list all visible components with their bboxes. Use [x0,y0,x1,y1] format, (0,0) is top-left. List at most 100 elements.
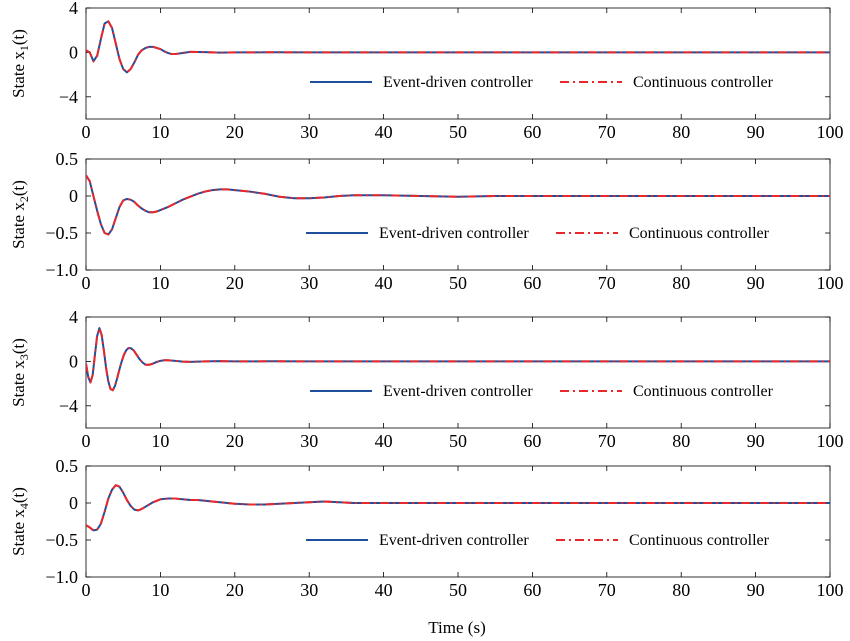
y-axis-label-subscript: 2 [17,196,31,202]
y-tick-label: 0 [69,42,78,62]
x-tick-label: 0 [82,273,91,293]
legend-label-continuous: Continuous controller [629,225,770,242]
y-axis-label-text: State x [9,202,28,249]
y-axis-label: State x2(t) [9,180,31,249]
x-tick-label: 60 [523,122,541,142]
x-axis-label: Time (s) [428,618,485,637]
x-tick-label: 80 [672,122,690,142]
y-axis-label-suffix: (t) [9,338,28,354]
x-tick-label: 50 [449,273,467,293]
legend-label-continuous: Continuous controller [629,532,770,549]
y-axis-label: State x1(t) [9,29,31,98]
x-tick-label: 90 [747,580,765,600]
y-axis-label-suffix: (t) [9,487,28,503]
x-tick-label: 70 [598,273,616,293]
x-tick-label: 10 [151,431,169,451]
x-tick-label: 60 [523,431,541,451]
y-axis-label-subscript: 3 [17,354,31,360]
x-tick-label: 40 [375,122,393,142]
series-line-event-driven [86,20,830,74]
x-tick-label: 0 [82,122,91,142]
x-tick-label: 10 [151,273,169,293]
y-tick-label: −0.5 [45,223,78,243]
legend-label-event-driven: Event-driven controller [383,383,533,400]
x-tick-label: 60 [523,273,541,293]
series-line-event-driven [86,484,830,532]
y-tick-label: 4 [69,0,78,18]
x-tick-label: 100 [817,431,844,451]
x-tick-label: 20 [226,273,244,293]
x-tick-label: 20 [226,580,244,600]
x-tick-label: 80 [672,580,690,600]
y-axis-label-subscript: 1 [17,45,31,51]
y-tick-label: −1.0 [45,260,78,280]
x-tick-label: 80 [672,273,690,293]
y-axis-label-text: State x [9,509,28,556]
series-line-continuous [86,327,830,392]
y-tick-label: −4 [59,87,78,107]
x-tick-label: 30 [300,431,318,451]
x-tick-label: 30 [300,580,318,600]
y-tick-label: 0.5 [56,149,79,169]
x-tick-label: 70 [598,580,616,600]
x-tick-label: 0 [82,431,91,451]
x-tick-label: 0 [82,580,91,600]
x-tick-label: 40 [375,273,393,293]
legend-label-event-driven: Event-driven controller [383,74,533,91]
x-tick-label: 50 [449,580,467,600]
x-tick-label: 40 [375,431,393,451]
series-line-continuous [86,20,830,74]
y-axis-label-suffix: (t) [9,29,28,45]
legend-label-continuous: Continuous controller [633,74,774,91]
y-axis-label-text: State x [9,51,28,98]
y-axis-label-text: State x [9,360,28,407]
y-tick-label: 0 [69,351,78,371]
series-line-continuous [86,174,830,236]
legend-label-event-driven: Event-driven controller [379,532,529,549]
x-tick-label: 80 [672,431,690,451]
legend: Event-driven controller Continuous contro… [310,74,774,91]
x-tick-label: 70 [598,122,616,142]
y-axis-label-suffix: (t) [9,180,28,196]
y-axis-label: State x3(t) [9,338,31,407]
x-tick-label: 70 [598,431,616,451]
x-tick-label: 90 [747,431,765,451]
y-axis-label-subscript: 4 [17,503,31,509]
x-tick-label: 40 [375,580,393,600]
legend: Event-driven controller Continuous contro… [310,383,774,400]
plot-frame [85,7,831,120]
y-tick-label: −1.0 [45,567,78,587]
legend: Event-driven controller Continuous contro… [306,225,770,242]
y-axis-label: State x4(t) [9,487,31,556]
x-tick-label: 10 [151,580,169,600]
x-tick-label: 30 [300,122,318,142]
x-tick-label: 10 [151,122,169,142]
y-tick-label: 4 [69,307,78,327]
x-tick-label: 90 [747,273,765,293]
plot-frame [85,465,831,578]
legend-label-event-driven: Event-driven controller [379,225,529,242]
series-line-continuous [86,484,830,532]
legend-label-continuous: Continuous controller [633,383,774,400]
x-tick-label: 60 [523,580,541,600]
x-tick-label: 90 [747,122,765,142]
x-tick-label: 100 [817,273,844,293]
chart-panel-4: 0 10 20 30 40 50 60 70 80 90 100 0.5 0 −0.5 −1.0 State … [9,456,844,600]
plot-frame [85,316,831,429]
y-tick-label: −0.5 [45,530,78,550]
series-line-event-driven [86,327,830,392]
x-tick-label: 100 [817,122,844,142]
plot-frame [85,158,831,271]
x-tick-label: 50 [449,431,467,451]
x-tick-label: 50 [449,122,467,142]
y-tick-label: 0.5 [56,456,79,476]
chart-panel-2: 0 10 20 30 40 50 60 70 80 90 100 0.5 0 −0.5 −1.0 State … [9,149,844,293]
x-tick-label: 20 [226,122,244,142]
x-tick-label: 100 [817,580,844,600]
legend: Event-driven controller Continuous contro… [306,532,770,549]
y-tick-label: 0 [69,493,78,513]
y-tick-label: 0 [69,186,78,206]
